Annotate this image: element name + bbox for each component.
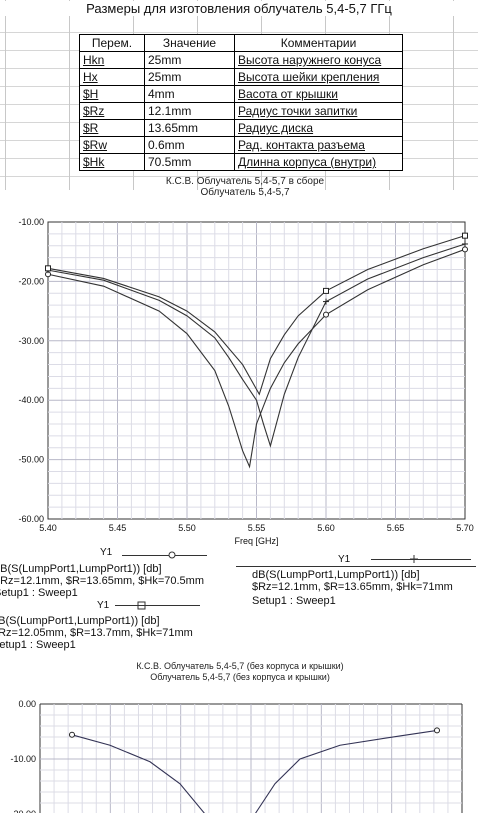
legend2-setup: Setup1 : Sweep1 xyxy=(252,595,336,607)
chart1-subtitle: Облучатель 5,4-5,7 xyxy=(200,187,290,198)
data-point-circle xyxy=(69,731,75,738)
y-tick-label: 0.00 xyxy=(18,699,36,709)
y-tick-label: -30.00 xyxy=(18,336,44,346)
param-comment[interactable]: Рад. контакта разъема xyxy=(234,136,403,154)
y-tick-label: -20.00 xyxy=(10,809,36,813)
table-row: $H 4mm Васота от крышки xyxy=(79,85,403,103)
x-tick-label: 5.60 xyxy=(317,523,335,533)
legend3-params: $Rz=12.05mm, $R=13.7mm, $Hk=71mm xyxy=(0,627,193,639)
param-value[interactable]: 4mm xyxy=(144,85,235,103)
param-name[interactable]: $Hk xyxy=(79,153,145,171)
y-tick-label: -20.00 xyxy=(18,276,44,286)
y-tick-label: -60.00 xyxy=(18,514,44,524)
param-comment[interactable]: Васота от крышки xyxy=(234,85,403,103)
table-header-row: Перем. Значение Комментарии xyxy=(79,34,403,52)
legend1-line xyxy=(122,555,207,556)
legend3-trace: dB(S(LumpPort1,LumpPort1)) [db] xyxy=(0,615,160,627)
legend2-trace: dB(S(LumpPort1,LumpPort1)) [db] xyxy=(252,569,420,581)
legend2-underline xyxy=(236,566,476,567)
table-row: $Hk 70.5mm Длинна корпуса (внутри) xyxy=(79,153,403,171)
y-tick-label: -10.00 xyxy=(10,754,36,764)
table-row: $Rw 0.6mm Рад. контакта разъема xyxy=(79,136,403,154)
x-tick-label: 5.65 xyxy=(387,523,405,533)
x-tick-label: 5.55 xyxy=(248,523,266,533)
legend2-tag: Y1 xyxy=(338,554,351,565)
table-row: Hx 25mm Высота шейки крепления xyxy=(79,68,403,86)
x-axis-label: Freq [GHz] xyxy=(234,536,278,546)
legend1-tag: Y1 xyxy=(100,547,113,558)
table-row: $Rz 12.1mm Радиус точки запитки xyxy=(79,102,403,120)
x-tick-label: 5.45 xyxy=(109,523,127,533)
param-comment[interactable]: Радиус точки запитки xyxy=(234,102,403,120)
param-name[interactable]: $Rw xyxy=(79,136,145,154)
series-line-1 xyxy=(47,248,466,469)
series-line-3 xyxy=(47,235,466,396)
data-point-square xyxy=(45,265,51,272)
param-value[interactable]: 12.1mm xyxy=(144,102,235,120)
table-row: $R 13.65mm Радиус диска xyxy=(79,119,403,137)
data-point-circle xyxy=(323,311,329,318)
parameters-table: Перем. Значение Комментарии Hkn 25mm Высот… xyxy=(79,34,403,171)
spreadsheet-title: Размеры для изготовления облучатель 5,4-… xyxy=(0,1,478,16)
legend1-setup: Setup1 : Sweep1 xyxy=(0,587,78,599)
x-tick-label: 5.40 xyxy=(39,523,57,533)
x-tick-label: 5.70 xyxy=(456,523,474,533)
col-header-comment: Комментарии xyxy=(234,34,403,52)
legend3-tag: Y1 xyxy=(97,600,110,611)
legend1-params: $Rz=12.1mm, $R=13.65mm, $Hk=70.5mm xyxy=(0,575,205,587)
data-point-circle xyxy=(434,727,440,734)
param-comment[interactable]: Длинна корпуса (внутри) xyxy=(234,153,403,171)
legend2-line xyxy=(371,559,471,560)
data-point-square xyxy=(323,287,329,294)
param-name[interactable]: $R xyxy=(79,119,145,137)
chart2-subtitle: Облучатель 5,4-5,7 (без корпуса и крышки… xyxy=(150,672,330,682)
param-comment[interactable]: Радиус диска xyxy=(234,119,403,137)
chart1-title: К.С.В. Облучатель 5,4-5,7 в сборе xyxy=(165,176,325,187)
x-tick-label: 5.50 xyxy=(178,523,196,533)
chart2-title: К.С.В. Облучатель 5,4-5,7 (без корпуса и… xyxy=(136,661,344,671)
y-tick-label: -10.00 xyxy=(18,217,44,227)
y-tick-label: -40.00 xyxy=(18,395,44,405)
series-line-2 xyxy=(47,243,466,448)
legend1-trace: dB(S(LumpPort1,LumpPort1)) [db] xyxy=(0,563,162,575)
y-tick-label: -50.00 xyxy=(18,455,44,465)
legend2-params: $Rz=12.1mm, $R=13.65mm, $Hk=71mm xyxy=(252,581,453,593)
legend3-line xyxy=(115,605,200,606)
s11-chart-assembled: 5.40 5.45 5.50 5.55 5.60 5.65 5.70 -10.00 -20.00… xyxy=(18,217,474,546)
series-line xyxy=(71,729,438,813)
legend3-setup: Setup1 : Sweep1 xyxy=(0,639,76,651)
param-value[interactable]: 70.5mm xyxy=(144,153,235,171)
data-point-square xyxy=(462,232,468,239)
